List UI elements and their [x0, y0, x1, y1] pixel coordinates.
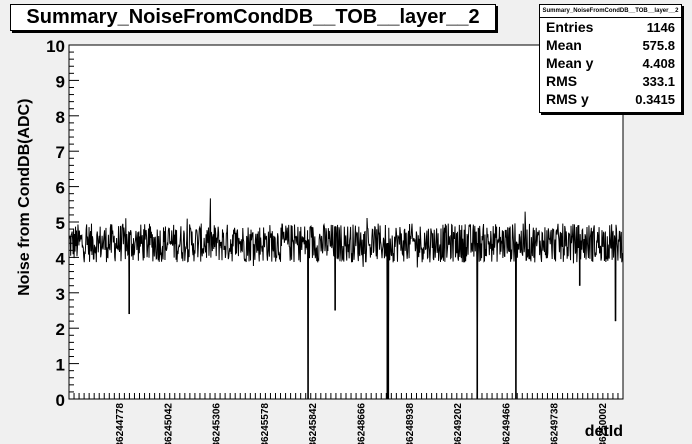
stats-key: Mean y [546, 55, 593, 71]
stats-value: 0.3415 [635, 92, 675, 107]
x-tick-label: 436248666 [357, 403, 368, 444]
stats-row-rms-y: RMS y 0.3415 [540, 90, 681, 108]
stats-value: 1146 [647, 20, 675, 35]
x-tick-label: 436245042 [163, 403, 174, 444]
stats-box: Summary_NoiseFromCondDB__TOB__layer__2 E… [539, 4, 682, 113]
y-tick-label: 0 [56, 391, 65, 410]
y-tick-label: 1 [56, 356, 65, 375]
y-tick-label: 9 [56, 72, 65, 91]
stats-key: Entries [546, 19, 593, 35]
stats-row-mean-y: Mean y 4.408 [540, 54, 681, 72]
x-tick-label: 436249738 [550, 403, 561, 444]
stats-key: RMS y [546, 91, 589, 107]
stats-value: 575.8 [642, 38, 675, 53]
y-tick-label: 3 [56, 285, 65, 304]
stats-row-mean: Mean 575.8 [540, 36, 681, 54]
x-tick-label: 436249466 [501, 403, 512, 444]
stats-key: RMS [546, 73, 577, 89]
y-tick-label: 8 [56, 108, 65, 127]
stats-value: 4.408 [642, 56, 675, 71]
y-tick-label: 5 [56, 214, 65, 233]
stats-value: 333.1 [642, 74, 675, 89]
stats-row-entries: Entries 1146 [540, 18, 681, 36]
y-tick-label: 10 [46, 37, 65, 56]
y-tick-label: 2 [56, 320, 65, 339]
x-tick-label: 436245578 [260, 403, 271, 444]
y-axis-title: Noise from CondDB(ADC) [16, 99, 33, 296]
x-tick-label: 436244778 [115, 403, 126, 444]
stats-header: Summary_NoiseFromCondDB__TOB__layer__2 [540, 5, 681, 18]
y-tick-label: 4 [56, 249, 66, 268]
stats-key: Mean [546, 37, 582, 53]
x-tick-label: 436248938 [405, 403, 416, 444]
y-tick-label: 6 [56, 179, 65, 198]
x-axis-title: detId [585, 423, 623, 440]
stats-row-rms: RMS 333.1 [540, 72, 681, 90]
x-tick-label: 436245842 [308, 403, 319, 444]
y-tick-label: 7 [56, 143, 65, 162]
x-tick-label: 436245306 [212, 403, 223, 444]
x-tick-label: 436249202 [453, 403, 464, 444]
